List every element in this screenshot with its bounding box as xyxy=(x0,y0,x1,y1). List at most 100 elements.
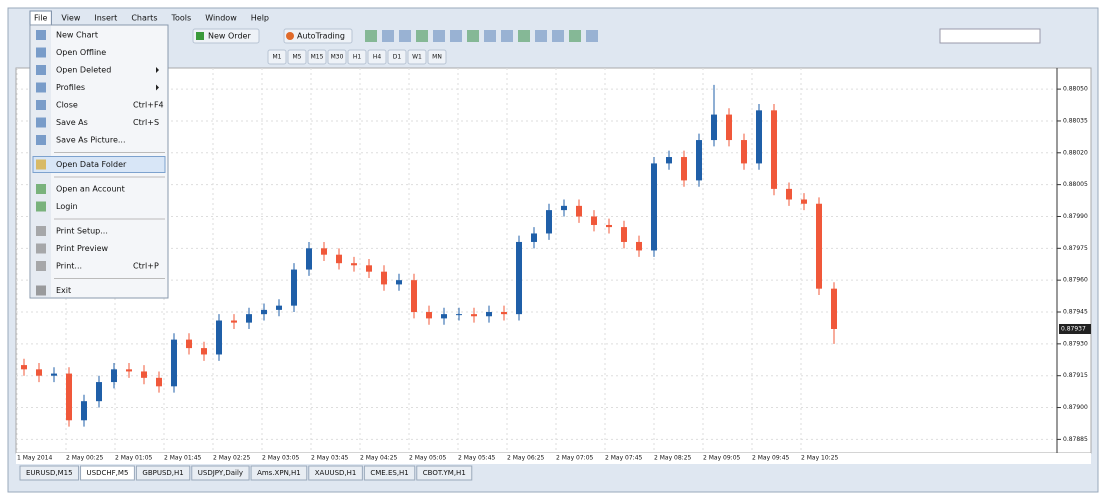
menu-item[interactable]: Exit xyxy=(56,286,71,295)
toolbar-icon[interactable] xyxy=(467,30,479,42)
candle-body xyxy=(381,271,387,285)
menu-bar-item[interactable]: View xyxy=(61,14,80,23)
candle-body xyxy=(321,248,327,255)
timeframe-button[interactable] xyxy=(327,49,347,65)
toolbar-icon[interactable] xyxy=(569,30,581,42)
chart-tab-label[interactable]: GBPUSD,H1 xyxy=(142,469,183,477)
timeframe-button[interactable] xyxy=(367,49,387,65)
menu-item[interactable]: Open Offline xyxy=(56,48,106,57)
y-tick-label: 0.87930 xyxy=(1063,340,1088,347)
timeframe-button[interactable] xyxy=(387,49,407,65)
menu-icon xyxy=(36,117,46,128)
menu-item[interactable]: Print... xyxy=(56,262,82,271)
x-tick-label: 2 May 08:25 xyxy=(654,455,692,462)
menu-bar-item[interactable]: Window xyxy=(205,14,237,23)
menu-bar-item[interactable]: Charts xyxy=(131,14,157,23)
x-tick-label: 2 May 07:45 xyxy=(605,455,643,462)
toolbar-icon[interactable] xyxy=(586,30,598,42)
menu-icon xyxy=(36,243,46,254)
menu-item[interactable]: New Chart xyxy=(56,31,98,40)
autotrading-button[interactable] xyxy=(283,28,353,44)
timeframe-label[interactable]: MN xyxy=(432,54,442,61)
candle-body xyxy=(606,224,612,228)
menu-item[interactable]: Print Preview xyxy=(56,244,109,253)
chart-tab-label[interactable]: EURUSD,M15 xyxy=(26,469,73,477)
menu-bar-item[interactable]: Insert xyxy=(94,14,117,23)
timeframe-button[interactable] xyxy=(347,49,367,65)
menu-item[interactable]: Close xyxy=(56,101,78,110)
search-box[interactable] xyxy=(939,28,1041,44)
toolbar-icon[interactable] xyxy=(501,30,513,42)
chart-tab-label[interactable]: CME.ES,H1 xyxy=(370,469,408,477)
candle-body xyxy=(291,269,297,306)
menu-item[interactable]: Profiles xyxy=(56,83,85,92)
menu-item[interactable]: Print Setup... xyxy=(56,227,108,236)
toolbar-icon[interactable] xyxy=(450,30,462,42)
chart-tab[interactable] xyxy=(191,465,250,481)
timeframe-button[interactable] xyxy=(307,49,327,65)
menu-bar-item[interactable]: File xyxy=(34,14,47,23)
chart-tab-label[interactable]: Ams.XPN,H1 xyxy=(257,469,301,477)
chart-tab[interactable] xyxy=(135,465,191,481)
menu-bar-item[interactable]: Tools xyxy=(170,14,191,23)
timeframe-label[interactable]: D1 xyxy=(393,54,402,61)
candle-body xyxy=(141,371,147,378)
toolbar-label[interactable]: AutoTrading xyxy=(297,32,345,41)
menu-item[interactable]: Save As Picture... xyxy=(56,136,126,145)
chart-tab[interactable] xyxy=(19,465,80,481)
toolbar-icon[interactable] xyxy=(484,30,496,42)
x-tick-label: 2 May 09:45 xyxy=(752,455,790,462)
menu-shortcut: Ctrl+F4 xyxy=(133,101,164,110)
candle-body xyxy=(681,157,687,181)
timeframe-label[interactable]: M30 xyxy=(331,54,344,61)
toolbar-icon[interactable] xyxy=(535,30,547,42)
menu-item[interactable]: Login xyxy=(56,202,78,211)
timeframe-button[interactable] xyxy=(267,49,287,65)
x-tick-label: 2 May 06:25 xyxy=(507,455,545,462)
chart-tab[interactable] xyxy=(416,465,473,481)
candle-body xyxy=(696,140,702,181)
timeframe-button[interactable] xyxy=(287,49,307,65)
timeframe-label[interactable]: M1 xyxy=(273,54,282,61)
timeframe-button[interactable] xyxy=(407,49,427,65)
current-price-tag xyxy=(1059,323,1091,334)
timeframe-label[interactable]: M5 xyxy=(293,54,302,61)
menu-item[interactable]: Open Deleted xyxy=(56,66,111,75)
candle-body xyxy=(576,205,582,217)
toolbar-label[interactable]: New Order xyxy=(208,32,251,41)
timeframe-label[interactable]: M15 xyxy=(311,54,324,61)
chart-tab-label[interactable]: XAUUSD,H1 xyxy=(315,469,357,477)
icon xyxy=(286,32,294,40)
chart-tab[interactable] xyxy=(308,465,363,481)
candle-body xyxy=(201,348,207,355)
x-tick-label: 1 May 2014 xyxy=(17,455,52,462)
timeframe-label[interactable]: H1 xyxy=(353,54,362,61)
chart-area xyxy=(15,67,1092,454)
chart-tab[interactable] xyxy=(250,465,308,481)
menu-item[interactable]: Open an Account xyxy=(56,185,125,194)
chart-tab[interactable] xyxy=(363,465,416,481)
x-tick-label: 2 May 07:05 xyxy=(556,455,594,462)
toolbar-icon[interactable] xyxy=(382,30,394,42)
menu-item[interactable]: Save As xyxy=(56,118,88,127)
timeframe-label[interactable]: W1 xyxy=(412,54,422,61)
chart-tab[interactable] xyxy=(80,465,135,481)
candle-body xyxy=(591,216,597,225)
candle-body xyxy=(396,280,402,285)
timeframe-button[interactable] xyxy=(427,49,447,65)
new-order-button[interactable] xyxy=(192,28,260,44)
menu-bar-item[interactable]: Help xyxy=(251,14,269,23)
toolbar-icon[interactable] xyxy=(416,30,428,42)
menu-item[interactable]: Open Data Folder xyxy=(56,160,127,169)
toolbar-icon[interactable] xyxy=(433,30,445,42)
toolbar-icon[interactable] xyxy=(552,30,564,42)
timeframe-label[interactable]: H4 xyxy=(373,54,382,61)
menu-icon xyxy=(36,47,46,58)
toolbar-icon[interactable] xyxy=(518,30,530,42)
chart-tab-label[interactable]: USDJPY,Daily xyxy=(198,469,243,477)
chart-tab-label[interactable]: CBOT.YM,H1 xyxy=(423,469,466,477)
toolbar-icon[interactable] xyxy=(399,30,411,42)
toolbar-icon[interactable] xyxy=(365,30,377,42)
candle-body xyxy=(831,288,837,329)
chart-tab-label[interactable]: USDCHF,M5 xyxy=(87,469,129,477)
